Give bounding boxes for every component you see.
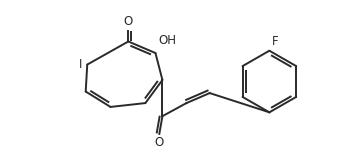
Text: O: O [124,15,133,28]
Text: O: O [154,136,163,149]
Text: F: F [272,35,278,48]
Text: OH: OH [159,34,177,47]
Text: I: I [79,58,82,71]
